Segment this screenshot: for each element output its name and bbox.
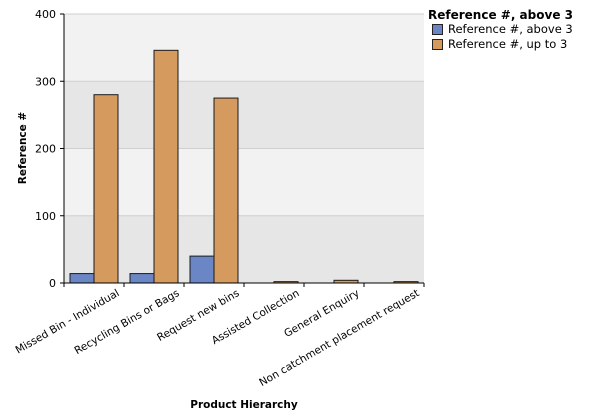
y-tick-label: 300: [35, 75, 56, 88]
legend-swatch-above-3: [432, 24, 443, 35]
plot-band: [64, 81, 424, 149]
legend-item-up-to-3[interactable]: Reference #, up to 3: [432, 37, 573, 52]
bar[interactable]: [93, 94, 119, 284]
bar[interactable]: [129, 273, 155, 284]
plot-background: [64, 14, 424, 283]
legend-title: Reference #, above 3: [428, 8, 573, 22]
bar[interactable]: [153, 49, 179, 284]
bar[interactable]: [69, 273, 95, 284]
y-tick-label: 100: [35, 210, 56, 223]
x-axis-title: Product Hierarchy: [190, 399, 298, 411]
bar[interactable]: [189, 255, 215, 284]
x-category-label: Recycling Bins or Bags: [72, 287, 181, 357]
bars: [69, 49, 419, 284]
plot-band: [64, 14, 424, 82]
axes: [63, 14, 425, 287]
legend-swatch-up-to-3: [432, 39, 443, 50]
x-category-label: Missed Bin - Individual: [14, 287, 122, 356]
legend-label-up-to-3: Reference #, up to 3: [448, 37, 568, 51]
legend-item-above-3[interactable]: Reference #, above 3: [432, 22, 573, 37]
y-tick-label: 400: [35, 8, 56, 21]
bar[interactable]: [213, 97, 239, 284]
y-axis-title: Reference #: [17, 112, 29, 185]
plot-band: [64, 148, 424, 216]
y-tick-label: 200: [35, 143, 56, 156]
legend: Reference #, above 3 Reference #, above …: [428, 8, 573, 52]
gridlines: [60, 13, 424, 284]
y-tick-label: 0: [49, 277, 56, 290]
legend-label-above-3: Reference #, above 3: [448, 22, 573, 36]
y-tick-labels: 0 100 200 300 400: [35, 8, 56, 290]
plot-band: [64, 215, 424, 283]
